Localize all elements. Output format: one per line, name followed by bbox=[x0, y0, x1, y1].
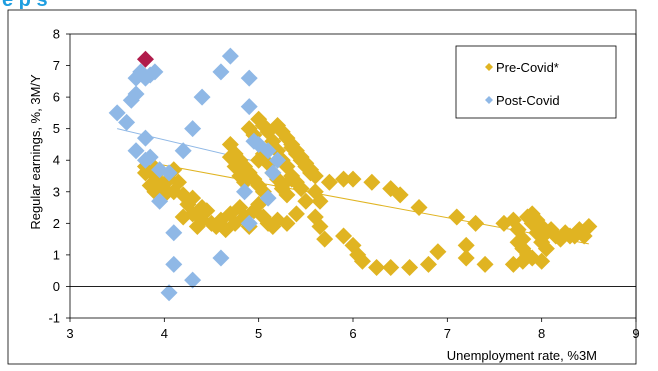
pre-covid-point bbox=[236, 173, 254, 191]
legend-label-pre-covid: Pre-Covid* bbox=[496, 60, 559, 75]
post-covid-point bbox=[118, 113, 136, 131]
post-covid-point bbox=[141, 148, 159, 166]
post-covid-point bbox=[221, 47, 239, 65]
y-tick-label: 3 bbox=[53, 184, 60, 199]
post-covid-point bbox=[240, 69, 258, 87]
post-covid-point bbox=[127, 142, 145, 160]
post-covid-point bbox=[240, 214, 258, 232]
post-covid-point bbox=[165, 255, 183, 273]
pre-covid-point bbox=[184, 189, 202, 207]
x-tick-label: 9 bbox=[632, 326, 639, 341]
y-tick-label: -1 bbox=[48, 311, 60, 326]
post-covid-point bbox=[160, 164, 178, 182]
pre-covid-point bbox=[419, 255, 437, 273]
post-covid-point bbox=[264, 164, 282, 182]
pre-covid-point bbox=[537, 240, 555, 258]
y-axis-title: Regular earnings, %, 3M/Y bbox=[28, 74, 43, 230]
pre-covid-point bbox=[316, 230, 334, 248]
pre-covid-point bbox=[368, 259, 386, 277]
y-tick-label: 2 bbox=[53, 216, 60, 231]
pre-covid-point bbox=[495, 214, 513, 232]
post-covid-point bbox=[240, 98, 258, 116]
post-covid-point bbox=[160, 284, 178, 302]
pre-covid-point bbox=[410, 199, 428, 217]
pre-covid-point bbox=[311, 217, 329, 235]
post-covid-point bbox=[259, 189, 277, 207]
pre-covid-point bbox=[363, 173, 381, 191]
points-layer bbox=[108, 47, 598, 302]
post-covid-point bbox=[127, 85, 145, 103]
pre-covid-point bbox=[467, 214, 485, 232]
x-tick-label: 7 bbox=[444, 326, 451, 341]
pre-covid-point bbox=[193, 199, 211, 217]
pre-covid-point bbox=[391, 186, 409, 204]
legend-marker-pre-covid bbox=[485, 63, 493, 71]
pre-covid-point bbox=[297, 192, 315, 210]
y-tick-label: 4 bbox=[53, 153, 60, 168]
post-covid-point bbox=[236, 183, 254, 201]
post-covid-point bbox=[212, 249, 230, 267]
post-covid-point bbox=[108, 104, 126, 122]
y-tick-label: 5 bbox=[53, 121, 60, 136]
pre-covid-point bbox=[457, 249, 475, 267]
post-covid-point bbox=[184, 271, 202, 289]
pre-covid-point bbox=[382, 259, 400, 277]
pre-covid-point bbox=[273, 176, 291, 194]
pre-covid-point bbox=[401, 259, 419, 277]
y-tick-label: 7 bbox=[53, 58, 60, 73]
pre-covid-point bbox=[278, 214, 296, 232]
pre-covid-point bbox=[306, 167, 324, 185]
post-covid-point bbox=[165, 224, 183, 242]
pre-covid-point bbox=[245, 202, 263, 220]
pre-covid-point bbox=[476, 255, 494, 273]
x-tick-label: 5 bbox=[255, 326, 262, 341]
pre-covid-point bbox=[353, 252, 371, 270]
x-axis: 3 4 5 6 7 8 9 bbox=[66, 318, 640, 341]
post-covid-point bbox=[259, 142, 277, 160]
post-covid-point bbox=[136, 129, 154, 147]
x-axis-title: Unemployment rate, %3M bbox=[447, 348, 597, 363]
post-covid-point bbox=[146, 63, 164, 81]
post-covid-point bbox=[184, 120, 202, 138]
y-tick-label: 6 bbox=[53, 90, 60, 105]
pre-covid-point bbox=[344, 170, 362, 188]
pre-covid-point bbox=[429, 243, 447, 261]
legend-label-post-covid: Post-Covid bbox=[496, 93, 560, 108]
x-tick-label: 6 bbox=[349, 326, 356, 341]
pre-covid-point bbox=[509, 233, 527, 251]
legend-marker-post-covid bbox=[485, 96, 493, 104]
pre-covid-point bbox=[335, 227, 353, 245]
pre-covid-point bbox=[311, 192, 329, 210]
y-tick-label: 0 bbox=[53, 279, 60, 294]
pre-covid-point bbox=[287, 205, 305, 223]
y-tick-label: 8 bbox=[53, 27, 60, 42]
post-covid-point bbox=[193, 88, 211, 106]
pre-covid-point bbox=[320, 173, 338, 191]
pre-covid-point bbox=[448, 208, 466, 226]
x-tick-label: 4 bbox=[161, 326, 168, 341]
y-axis: -1 0 1 2 3 4 5 6 7 8 bbox=[48, 27, 70, 326]
highlight-point bbox=[136, 50, 154, 68]
x-tick-label: 3 bbox=[66, 326, 73, 341]
page-title: e p s bbox=[0, 0, 658, 9]
pre-covid-point bbox=[457, 236, 475, 254]
pre-covid-point bbox=[335, 170, 353, 188]
x-tick-label: 8 bbox=[538, 326, 545, 341]
pre-covid-point bbox=[580, 217, 598, 235]
post-covid-point bbox=[212, 63, 230, 81]
pre-covid-point bbox=[533, 252, 551, 270]
legend-box bbox=[455, 45, 617, 119]
post-covid-point bbox=[151, 192, 169, 210]
post-covid-point bbox=[269, 151, 287, 169]
pre-covid-point bbox=[292, 180, 310, 198]
y-tick-label: 1 bbox=[53, 247, 60, 262]
post-covid-point bbox=[174, 142, 192, 160]
legend: Pre-Covid* Post-Covid bbox=[455, 45, 617, 119]
